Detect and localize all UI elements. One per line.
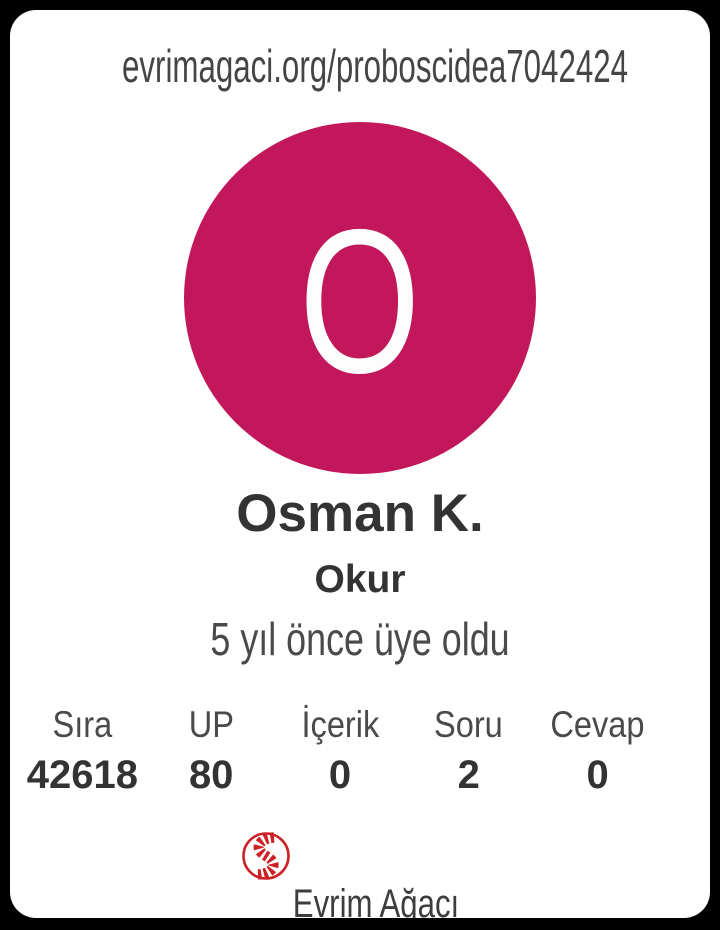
- stat-answer: Cevap 0: [533, 702, 662, 800]
- stats-row: Sıra 42618 UP 80 İçerik 0 Soru 2 Cevap 0: [18, 702, 662, 800]
- membership-age: 5 yıl önce üye oldu: [210, 613, 510, 665]
- user-name: Osman K.: [236, 484, 484, 543]
- stat-content-value: 0: [328, 753, 352, 797]
- stat-rank-label: Sıra: [52, 704, 113, 745]
- stat-up-value: 80: [188, 753, 234, 797]
- avatar: O: [184, 122, 536, 474]
- profile-card: evrimagaci.org/proboscidea7042424 O Osma…: [10, 10, 710, 918]
- stat-answer-value: 0: [586, 753, 609, 797]
- user-role: Okur: [314, 558, 406, 601]
- stat-rank: Sıra 42618: [18, 702, 147, 800]
- stat-question-label: Soru: [434, 704, 504, 745]
- avatar-initial: O: [299, 186, 421, 416]
- profile-url: evrimagaci.org/proboscidea7042424: [122, 40, 629, 92]
- dna-helix-icon: [240, 830, 292, 882]
- stat-up-label: UP: [188, 704, 234, 745]
- stat-content: İçerik 0: [276, 702, 405, 800]
- stat-rank-value: 42618: [26, 753, 139, 797]
- brand-name: Evrim Ağacı: [292, 882, 460, 918]
- stat-answer-label: Cevap: [550, 704, 645, 745]
- stat-content-label: İçerik: [301, 704, 379, 745]
- stat-question: Soru 2: [404, 702, 533, 800]
- stat-question-value: 2: [457, 753, 480, 797]
- stat-up: UP 80: [147, 702, 276, 800]
